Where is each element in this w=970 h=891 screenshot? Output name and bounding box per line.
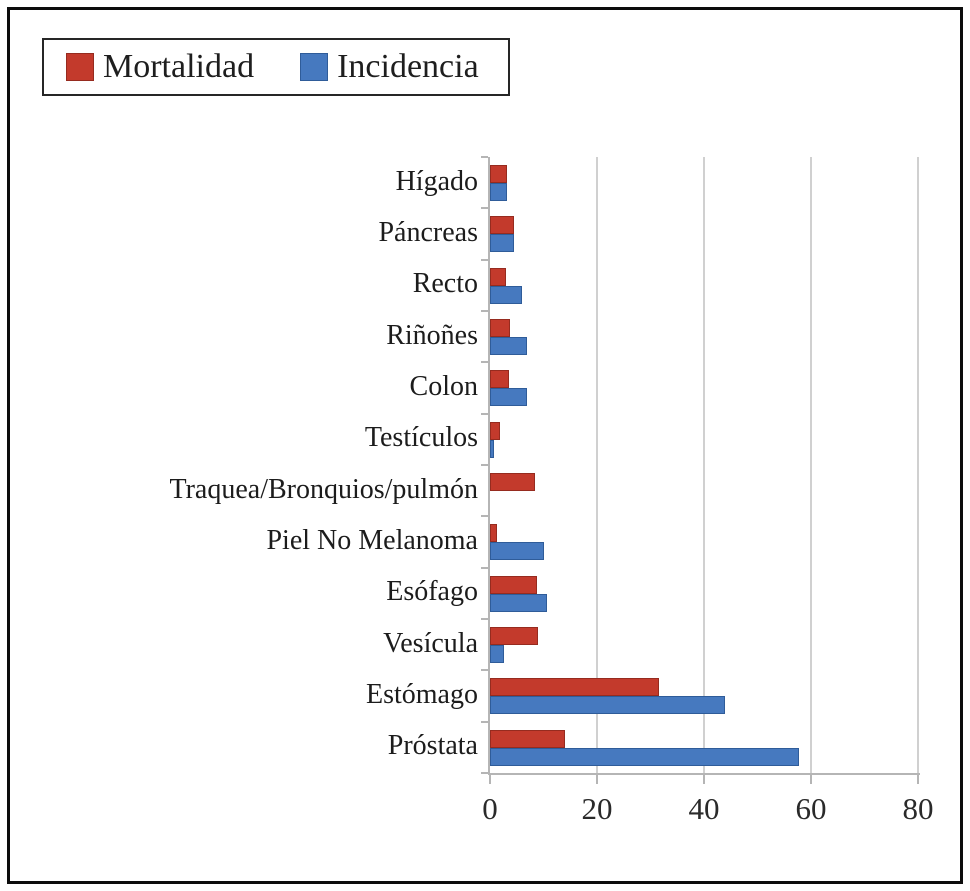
bar-incidencia (490, 696, 726, 715)
y-tick-3 (481, 310, 488, 312)
bar-mortalidad (490, 678, 659, 697)
y-axis-line (488, 157, 490, 773)
category-row-10: Vesícula (383, 619, 918, 670)
bar-mortalidad (490, 627, 539, 645)
y-tick-6 (481, 464, 488, 466)
category-label: Traquea/Bronquios/pulmón (169, 473, 478, 505)
bar-incidencia (490, 234, 515, 253)
category-row-1: Hígado (396, 157, 918, 208)
y-tick-8 (481, 566, 488, 569)
y-tick-11 (481, 720, 488, 723)
bar-mortalidad (490, 370, 510, 389)
gridline-x-80 (917, 157, 919, 773)
bar-mortalidad (490, 267, 507, 286)
y-tick-2 (481, 258, 488, 261)
legend-swatch-mortalidad-icon (66, 53, 94, 81)
category-row-7: Traquea/Bronquios/pulmón (169, 465, 918, 516)
x-tick-20 (596, 775, 598, 784)
category-label: Vesícula (383, 627, 478, 659)
category-row-4: Riñoñes (386, 311, 918, 362)
y-tick-10 (481, 669, 488, 672)
y-tick-9 (481, 618, 488, 620)
x-tick-label-40: 40 (688, 791, 720, 826)
category-row-6: Testículos (365, 414, 918, 465)
bar-incidencia (490, 645, 505, 663)
bar-incidencia (490, 388, 528, 407)
bar-incidencia (490, 439, 494, 458)
y-tick-7 (481, 515, 488, 518)
legend-swatch-incidencia-icon (300, 53, 329, 81)
x-tick-40 (703, 775, 705, 784)
category-row-9: Esófago (386, 568, 918, 619)
bar-incidencia (490, 337, 528, 355)
x-axis-tick-labels: 0 20 40 60 80 (482, 791, 933, 833)
category-label: Próstata (387, 730, 478, 762)
legend-label-mortalidad: Mortalidad (103, 48, 255, 85)
bar-mortalidad (490, 165, 508, 183)
x-tick-label-0: 0 (482, 791, 498, 826)
category-row-8: Piel No Melanoma (266, 516, 918, 567)
x-tick-label-80: 80 (902, 791, 934, 826)
bar-incidencia (490, 542, 544, 561)
x-tick-label-60: 60 (795, 791, 827, 826)
category-label: Hígado (395, 165, 478, 197)
category-label: Páncreas (378, 216, 478, 248)
x-tick-80 (917, 775, 919, 784)
legend: Mortalidad Incidencia (42, 38, 510, 96)
legend-item-mortalidad: Mortalidad (66, 48, 254, 86)
y-tick-5 (481, 412, 488, 415)
bar-incidencia (490, 593, 547, 612)
bar-incidencia (490, 285, 523, 304)
plot-area: 0 20 40 60 80 Hígado Páncreas Recto Riñoñes Colo… (169, 156, 934, 824)
category-row-3: Recto (413, 260, 918, 311)
category-row-5: Colon (410, 362, 918, 413)
bar-incidencia (490, 747, 800, 766)
bar-mortalidad (490, 729, 565, 748)
legend-item-incidencia: Incidencia (300, 48, 479, 86)
bar-incidencia (490, 183, 508, 201)
y-tick-1 (481, 207, 488, 210)
bar-mortalidad (490, 524, 498, 543)
bar-incidencia-empty (490, 491, 918, 509)
y-tick-0 (481, 156, 488, 158)
legend-label-incidencia: Incidencia (337, 48, 479, 85)
category-row-11: Estómago (366, 670, 918, 721)
bar-mortalidad (490, 319, 511, 337)
category-label: Riñoñes (386, 319, 478, 351)
y-tick-12 (481, 772, 488, 774)
category-label: Piel No Melanoma (266, 524, 478, 556)
gridline-x-60 (810, 157, 812, 773)
category-row-12: Próstata (388, 722, 918, 773)
x-axis-line (488, 773, 920, 775)
gridline-x-20 (596, 157, 598, 773)
category-row-2: Páncreas (378, 208, 918, 259)
gridline-x-40 (703, 157, 705, 773)
bar-mortalidad (490, 473, 535, 491)
category-label: Testículos (364, 422, 478, 454)
x-tick-60 (810, 775, 812, 784)
category-label: Recto (412, 268, 478, 300)
x-tick-label-20: 20 (581, 791, 613, 826)
category-label: Esófago (386, 576, 478, 608)
bar-mortalidad (490, 575, 537, 594)
category-label: Colon (409, 370, 478, 402)
x-tick-0 (489, 775, 491, 784)
category-label: Estómago (366, 678, 478, 710)
bar-mortalidad (490, 216, 515, 235)
y-tick-4 (481, 361, 488, 364)
bar-mortalidad (490, 421, 500, 440)
